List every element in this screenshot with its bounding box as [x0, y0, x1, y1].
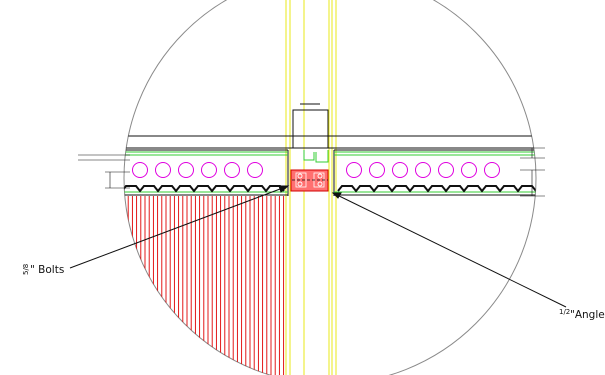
bolts-arrowhead — [278, 185, 290, 193]
hollow-core — [247, 162, 263, 178]
angle-label: "Angle — [570, 309, 605, 321]
hollow-core — [392, 162, 408, 178]
hollow-core — [484, 162, 500, 178]
hollow-core — [224, 162, 240, 178]
hollow-cores-right — [346, 162, 500, 178]
deck-corrugation-right — [337, 185, 536, 193]
deck-corrugation-left — [124, 185, 285, 193]
hatch-pattern — [124, 196, 285, 375]
angle-arrowhead — [331, 192, 342, 199]
angle-fraction: 1/2 — [559, 308, 570, 316]
bolt-icons — [297, 173, 323, 187]
angle-callout: 1/2 "Angle — [559, 308, 605, 321]
hollow-core — [155, 162, 171, 178]
bolts-label: " Bolts — [30, 264, 64, 276]
hollow-core — [415, 162, 431, 178]
column-lines — [285, 0, 337, 375]
hollow-core — [461, 162, 477, 178]
detail-circle-boundary — [123, 0, 537, 375]
hollow-cores-left — [132, 162, 263, 178]
hollow-core — [132, 162, 148, 178]
hollow-core — [178, 162, 194, 178]
leader-lines — [69, 185, 567, 308]
hollow-core — [438, 162, 454, 178]
reinforcement-lines — [124, 150, 536, 193]
slab-outline — [124, 103, 536, 196]
bolts-fraction: 5/8 — [22, 264, 30, 275]
hollow-core — [369, 162, 385, 178]
steel-angle-connection — [290, 169, 329, 192]
angle-leader — [332, 192, 567, 308]
hollow-core — [201, 162, 217, 178]
dimension-marks — [78, 147, 545, 197]
hollow-core — [346, 162, 362, 178]
bolts-leader — [69, 185, 289, 269]
bolts-callout: 5/8 " Bolts — [22, 264, 64, 276]
